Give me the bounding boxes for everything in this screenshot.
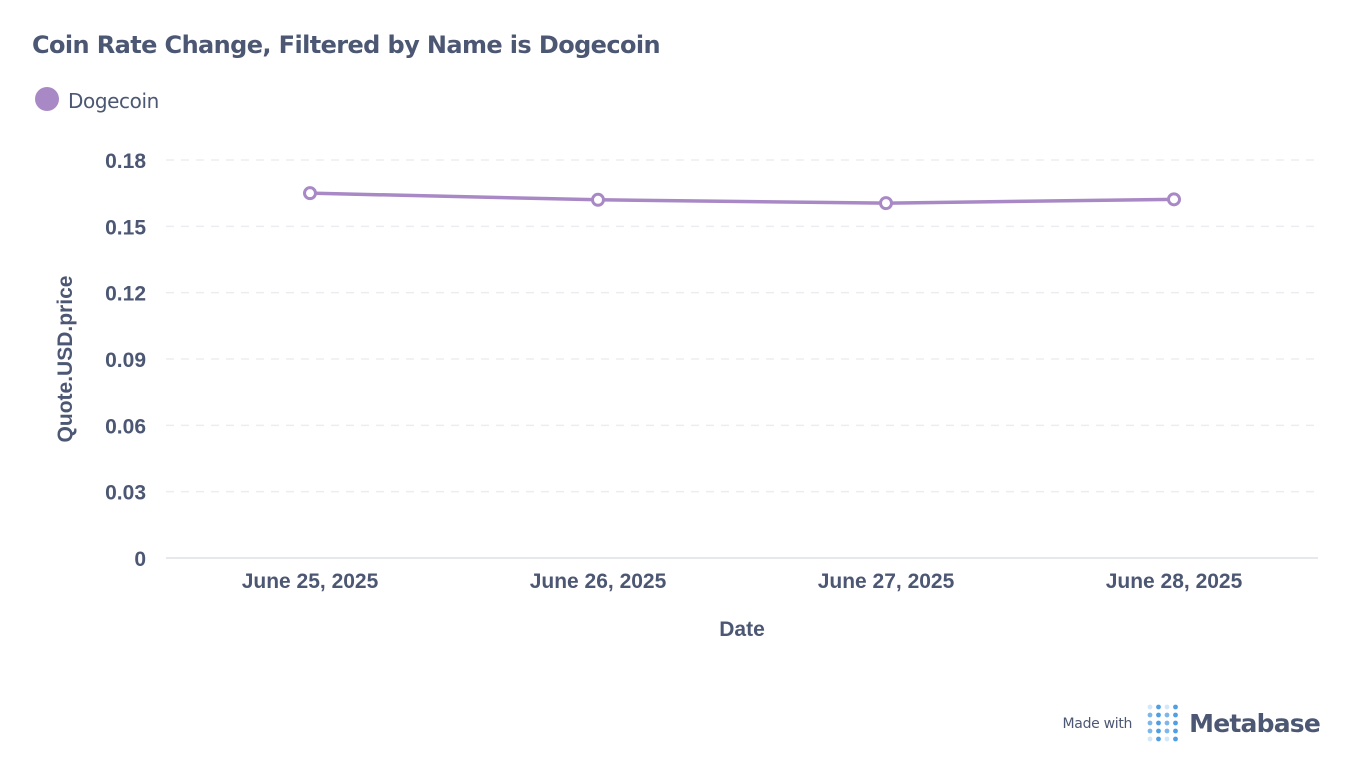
legend-item-dogecoin[interactable]: Dogecoin [35, 87, 159, 113]
y-axis-ticks: 0 0.03 0.06 0.09 0.12 0.15 0.18 [105, 150, 146, 571]
y-tick-label: 0.09 [105, 349, 146, 372]
x-tick-label: June 27, 2025 [818, 570, 955, 593]
line-chart: 00.030.060.090.120.150.18 June 25, 2025 J… [54, 150, 1318, 641]
data-point[interactable] [591, 192, 605, 207]
chart-title: Coin Rate Change, Filtered by Name is Do… [32, 31, 661, 59]
made-with-label: Made with [1062, 716, 1133, 732]
brand-name: Metabase [1189, 708, 1321, 738]
data-point[interactable] [303, 186, 317, 201]
x-axis-ticks: June 25, 2025 June 26, 2025 June 27, 2025 J… [242, 570, 1243, 593]
y-tick-label: 0 [134, 548, 146, 571]
series-layer [303, 186, 1181, 211]
x-tick-label: June 28, 2025 [1106, 570, 1243, 593]
metabase-logo-icon [1147, 704, 1179, 742]
series-line-dogecoin [308, 191, 1176, 205]
y-tick-label: 0.06 [105, 415, 146, 438]
x-axis-label: Date [719, 618, 765, 641]
made-with-metabase-footer[interactable]: Made with Metabase [1062, 703, 1321, 743]
x-tick-label: June 25, 2025 [242, 570, 379, 593]
y-axis-label: Quote.USD.price [54, 276, 77, 443]
data-point[interactable] [879, 196, 893, 211]
data-point[interactable] [1167, 192, 1181, 207]
y-tick-label: 0.15 [105, 216, 146, 239]
gridlines [166, 159, 1318, 559]
x-tick-label: June 26, 2025 [530, 570, 667, 593]
legend-label: Dogecoin [68, 89, 159, 113]
y-tick-label: 0.03 [105, 482, 146, 505]
y-tick-label: 0.18 [105, 150, 146, 173]
legend-dot-icon [35, 87, 59, 111]
y-tick-label: 0.12 [105, 283, 146, 306]
